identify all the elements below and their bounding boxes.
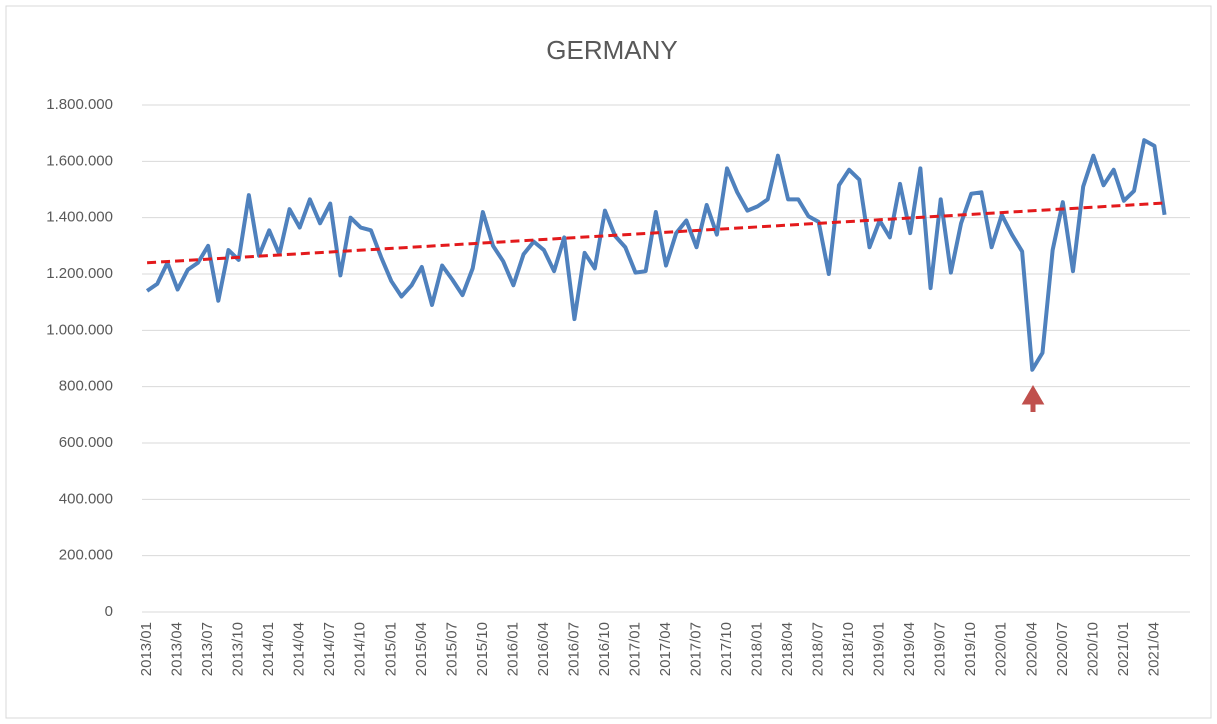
x-tick-label: 2016/07	[565, 622, 582, 676]
x-tick-label: 2013/01	[138, 622, 155, 676]
x-tick-label: 2014/10	[352, 622, 369, 676]
x-tick-label: 2013/10	[230, 622, 247, 676]
x-tick-label: 2019/10	[962, 622, 979, 676]
x-tick-label: 2021/04	[1145, 622, 1162, 676]
trend-line	[146, 201, 1165, 265]
x-tick-label: 2013/07	[199, 622, 216, 676]
x-tick-label: 2020/10	[1084, 622, 1101, 676]
x-tick-label: 2019/07	[932, 622, 949, 676]
x-tick-label: 2016/10	[596, 622, 613, 676]
x-tick-label: 2014/01	[260, 622, 277, 676]
x-tick-label: 2020/07	[1054, 622, 1071, 676]
x-tick-label: 2014/04	[291, 622, 308, 676]
x-tick-label: 2018/01	[749, 622, 766, 676]
x-tick-label: 2016/04	[535, 622, 552, 676]
x-tick-label: 2016/01	[504, 622, 521, 676]
x-tick-label: 2017/07	[687, 622, 704, 676]
x-tick-label: 2013/04	[169, 622, 186, 676]
y-tick-label: 800.000	[59, 378, 113, 395]
y-tick-label: 1.200.000	[46, 265, 113, 282]
x-tick-label: 2018/04	[779, 622, 796, 676]
y-tick-label: 400.000	[59, 490, 113, 507]
x-tick-label: 2015/07	[443, 622, 460, 676]
x-tick-label: 2018/07	[810, 622, 827, 676]
x-tick-label: 2018/10	[840, 622, 857, 676]
x-tick-label: 2015/04	[413, 622, 430, 676]
y-tick-label: 1.800.000	[46, 96, 113, 113]
arrow	[1021, 385, 1045, 412]
x-tick-label: 2020/01	[993, 622, 1010, 676]
chart-title: GERMANY	[546, 35, 677, 65]
x-tick-label: 2017/01	[626, 622, 643, 676]
y-tick-label: 0	[105, 603, 113, 620]
y-tick-label: 1.000.000	[46, 321, 113, 338]
x-tick-label: 2017/10	[718, 622, 735, 676]
x-tick-label: 2014/07	[321, 622, 338, 676]
chart-border	[5, 5, 1212, 719]
x-tick-label: 2019/04	[901, 622, 918, 676]
x-tick-label: 2021/01	[1115, 622, 1132, 676]
x-tick-label: 2017/04	[657, 622, 674, 676]
x-tick-label: 2015/10	[474, 622, 491, 676]
x-tick-label: 2015/01	[382, 622, 399, 676]
y-tick-label: 1.600.000	[46, 152, 113, 169]
y-tick-label: 600.000	[59, 434, 113, 451]
x-tick-label: 2020/04	[1023, 622, 1040, 676]
y-tick-label: 200.000	[59, 547, 113, 564]
x-tick-label: 2019/01	[871, 622, 888, 676]
data-line	[145, 138, 1167, 372]
y-tick-label: 1.400.000	[46, 209, 113, 226]
